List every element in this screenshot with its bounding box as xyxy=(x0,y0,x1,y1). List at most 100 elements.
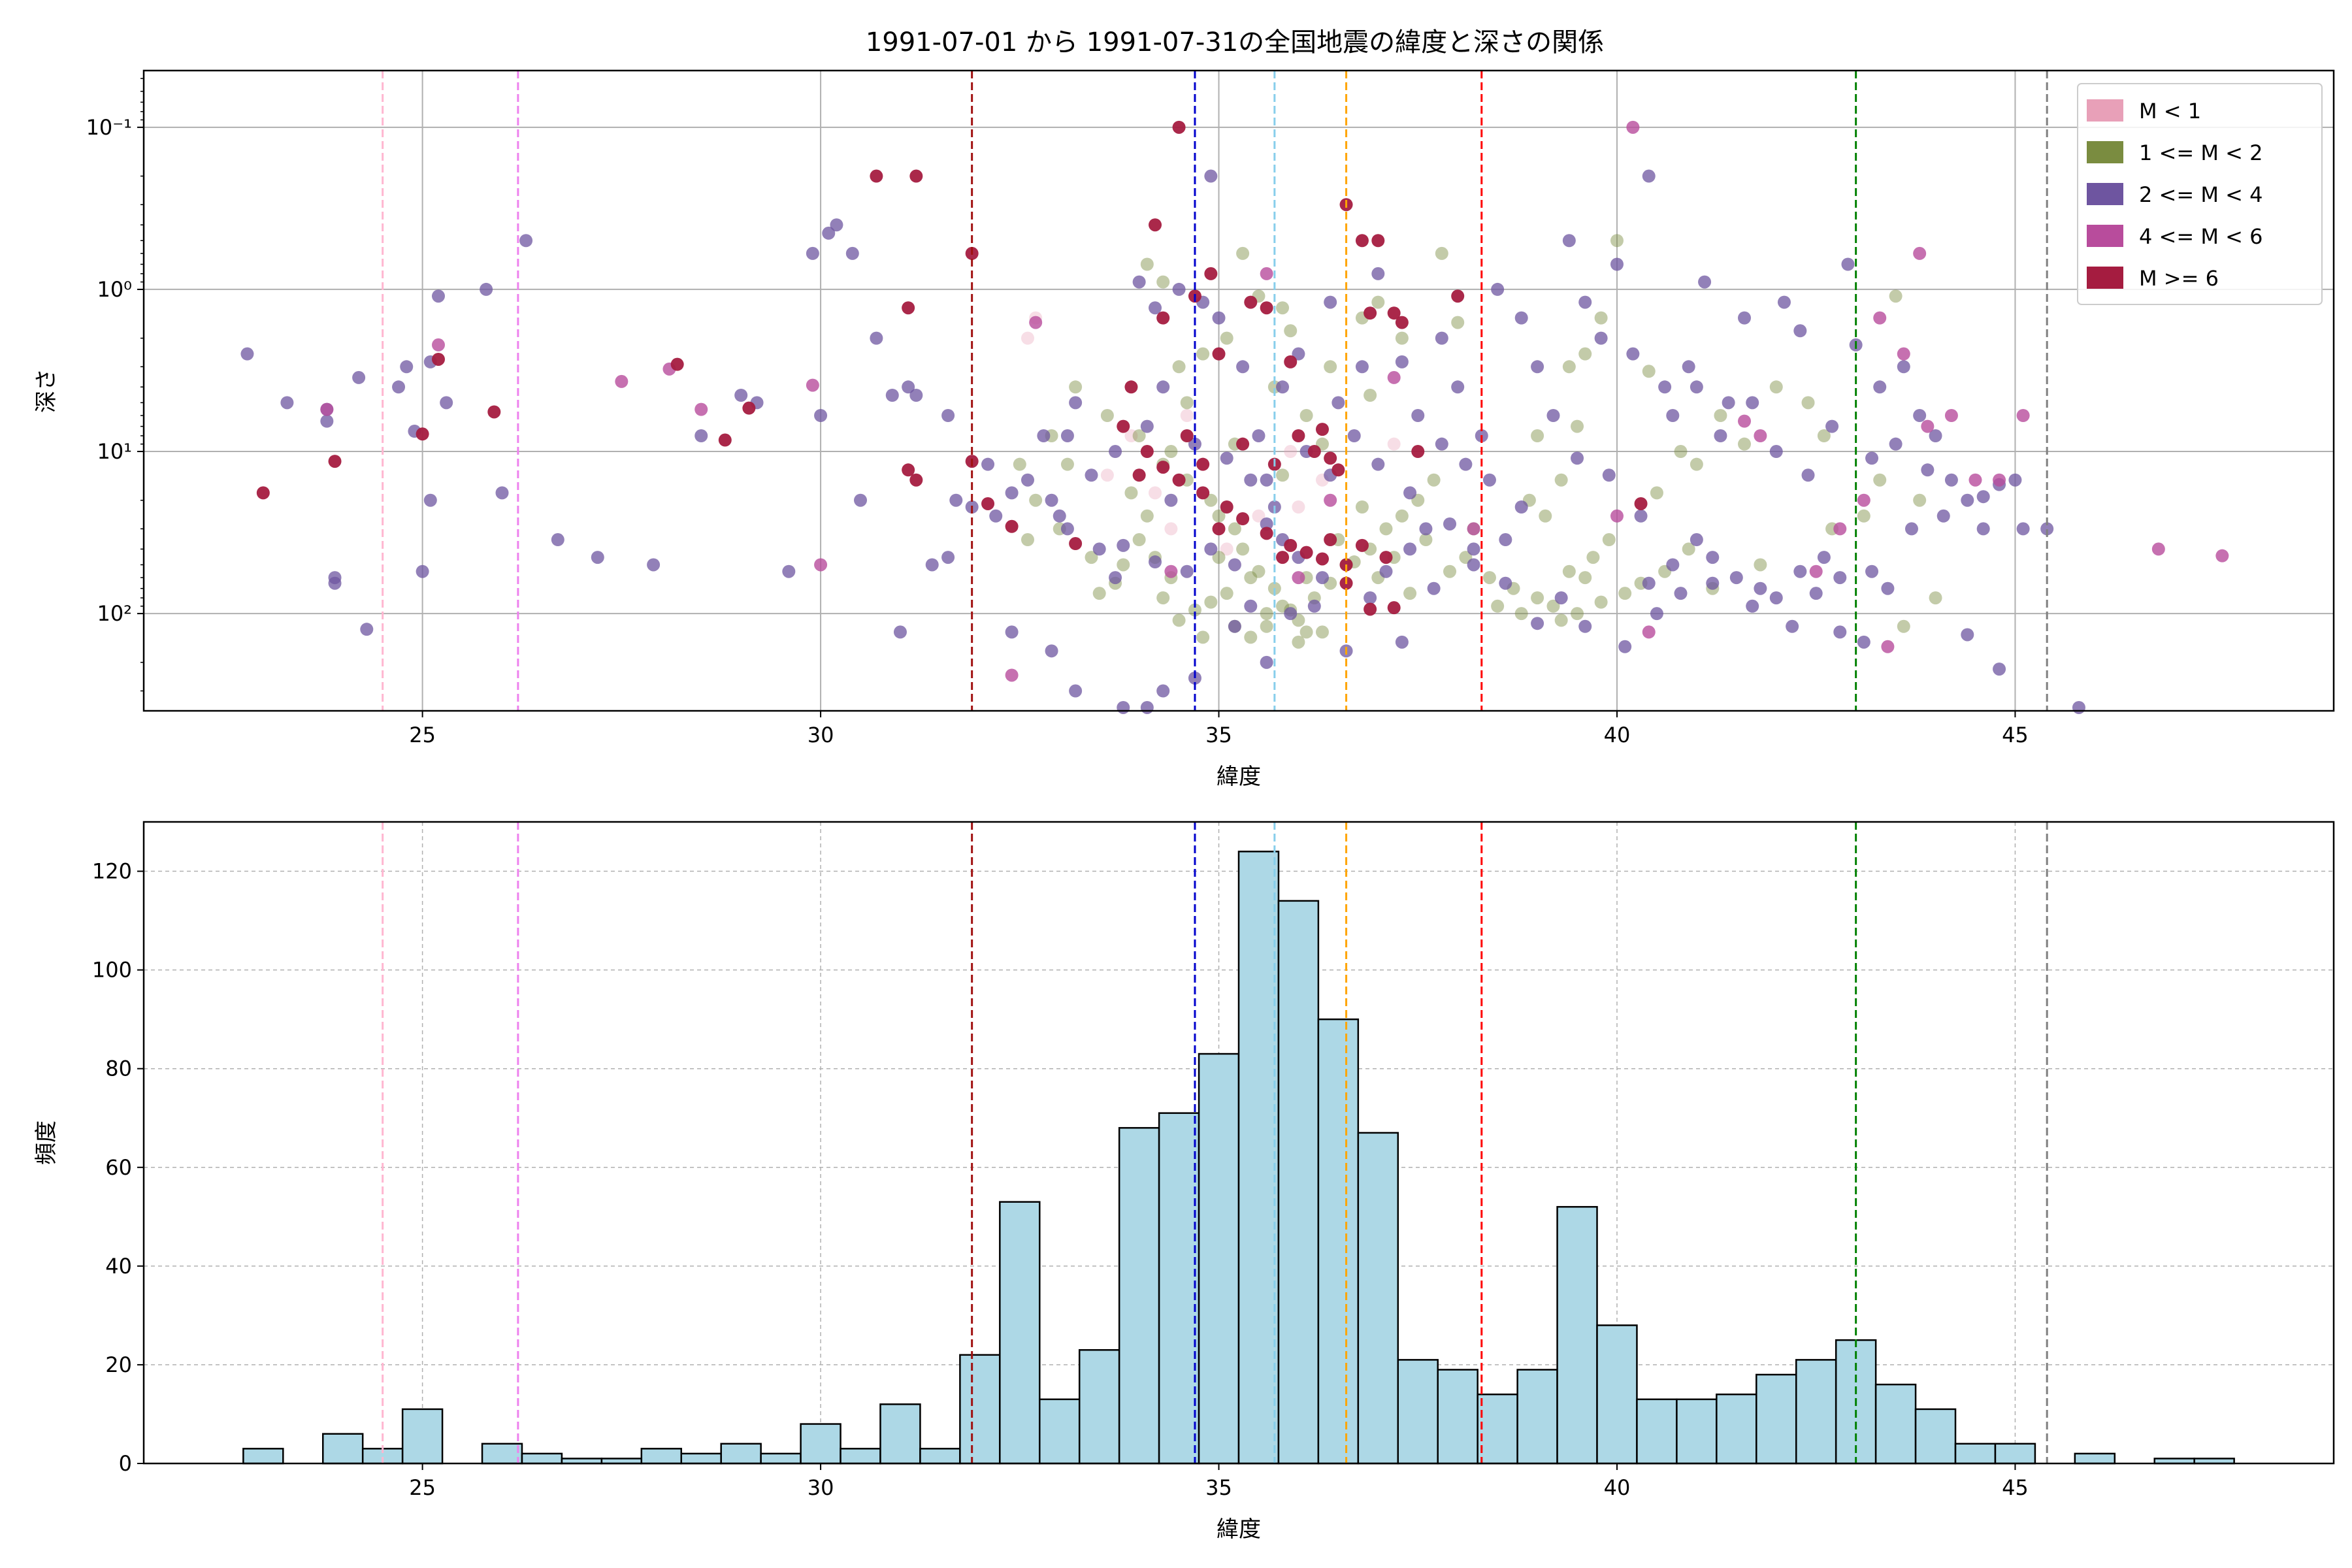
scatter-point xyxy=(1435,331,1448,345)
scatter-point xyxy=(1586,551,1600,564)
scatter-point xyxy=(1149,555,1162,569)
y-tick-label: 10⁰ xyxy=(97,277,132,302)
scatter-point xyxy=(1276,380,1290,394)
scatter-point xyxy=(830,218,843,232)
scatter-point xyxy=(1594,331,1608,345)
scatter-point xyxy=(487,405,501,419)
scatter-point xyxy=(1284,538,1298,552)
scatter-point xyxy=(1180,429,1194,442)
scatter-point xyxy=(1005,486,1019,500)
scatter-point xyxy=(1578,619,1592,633)
scatter-point xyxy=(1602,533,1616,547)
scatter-point xyxy=(1244,599,1258,613)
scatter-point xyxy=(1395,355,1409,368)
scatter-point xyxy=(1427,581,1441,595)
scatter-point xyxy=(1021,331,1034,345)
scatter-point xyxy=(1610,509,1624,523)
scatter-point xyxy=(1682,542,1695,556)
scatter-point xyxy=(941,408,955,422)
scatter-point xyxy=(1045,644,1058,658)
scatter-point xyxy=(1188,603,1201,617)
scatter-point xyxy=(1499,576,1512,590)
scatter-point xyxy=(1793,324,1807,338)
scatter-point xyxy=(1013,457,1026,471)
scatter-point xyxy=(1929,591,1942,605)
scatter-point xyxy=(1299,408,1313,422)
scatter-point xyxy=(1961,628,1974,642)
scatter-point xyxy=(1379,551,1393,564)
scatter-point xyxy=(1809,587,1823,600)
histogram-bar xyxy=(242,1448,284,1465)
scatter-point xyxy=(718,433,732,447)
scatter-point xyxy=(431,289,445,303)
histogram-bar xyxy=(1039,1398,1081,1465)
histogram-bar xyxy=(1317,1018,1360,1465)
legend-label: 4 <= M < 6 xyxy=(2139,224,2262,249)
scatter-point xyxy=(1252,429,1266,442)
scatter-point xyxy=(1618,640,1632,653)
scatter-point xyxy=(1514,311,1528,325)
scatter-point xyxy=(1140,445,1154,459)
scatter-point xyxy=(1961,493,1974,507)
scatter-point xyxy=(1944,408,1958,422)
histogram-bar xyxy=(1357,1132,1399,1465)
scatter-point xyxy=(1403,486,1417,500)
scatter-point xyxy=(1817,551,1831,564)
scatter-point xyxy=(1060,522,1074,536)
scatter-point xyxy=(1276,468,1290,482)
scatter-point xyxy=(1156,461,1170,474)
scatter-point xyxy=(1069,380,1083,394)
scatter-point xyxy=(1117,419,1130,433)
y-axis-label: 頻度 xyxy=(33,1120,59,1165)
scatter-point xyxy=(1610,234,1624,248)
scatter-point xyxy=(1514,607,1528,621)
scatter-point xyxy=(1482,473,1496,487)
scatter-point xyxy=(1355,538,1369,552)
scatter-point xyxy=(1069,684,1083,698)
scatter-point xyxy=(1252,509,1266,523)
scatter-point xyxy=(1228,522,1241,536)
scatter-point xyxy=(1260,517,1273,531)
scatter-point xyxy=(989,509,1003,523)
scatter-point xyxy=(1642,576,1656,590)
scatter-point xyxy=(1913,408,1927,422)
scatter-point xyxy=(1562,564,1576,578)
scatter-point xyxy=(1562,360,1576,374)
scatter-point xyxy=(1531,429,1544,442)
scatter-point xyxy=(1156,275,1170,289)
scatter-point xyxy=(1244,630,1258,644)
scatter-point xyxy=(1244,571,1258,585)
legend-swatch xyxy=(2087,267,2123,289)
histogram-bar xyxy=(322,1433,364,1465)
scatter-point xyxy=(909,169,923,183)
scatter-point xyxy=(1260,301,1273,315)
x-tick-label: 35 xyxy=(1205,723,1232,747)
scatter-point xyxy=(1825,419,1839,433)
scatter-point xyxy=(1196,457,1210,471)
scatter-point xyxy=(1236,360,1250,374)
scatter-point xyxy=(320,402,334,416)
scatter-point xyxy=(495,486,509,500)
scatter-point xyxy=(1841,257,1855,271)
scatter-point xyxy=(870,169,883,183)
scatter-point xyxy=(1650,607,1663,621)
scatter-point xyxy=(1100,468,1114,482)
histogram-bar xyxy=(1237,851,1280,1465)
scatter-point xyxy=(1531,360,1544,374)
scatter-point xyxy=(1276,301,1290,315)
scatter-point xyxy=(1546,408,1560,422)
scatter-point xyxy=(1371,234,1385,248)
scatter-point xyxy=(1196,486,1210,500)
scatter-point xyxy=(1355,234,1369,248)
scatter-point xyxy=(1260,655,1273,669)
histogram-bar xyxy=(1277,900,1320,1465)
scatter-point xyxy=(1578,571,1592,585)
scatter-point xyxy=(1913,246,1927,260)
scatter-point xyxy=(734,388,748,402)
scatter-point xyxy=(1204,595,1218,609)
scatter-point xyxy=(1315,423,1329,436)
histogram-panel: 25 30 35 40 45 0 20 40 60 80 100 120 緯度 頻度 xyxy=(33,821,2335,1543)
y-tick-label: 0 xyxy=(119,1451,132,1476)
scatter-point xyxy=(1005,668,1019,682)
